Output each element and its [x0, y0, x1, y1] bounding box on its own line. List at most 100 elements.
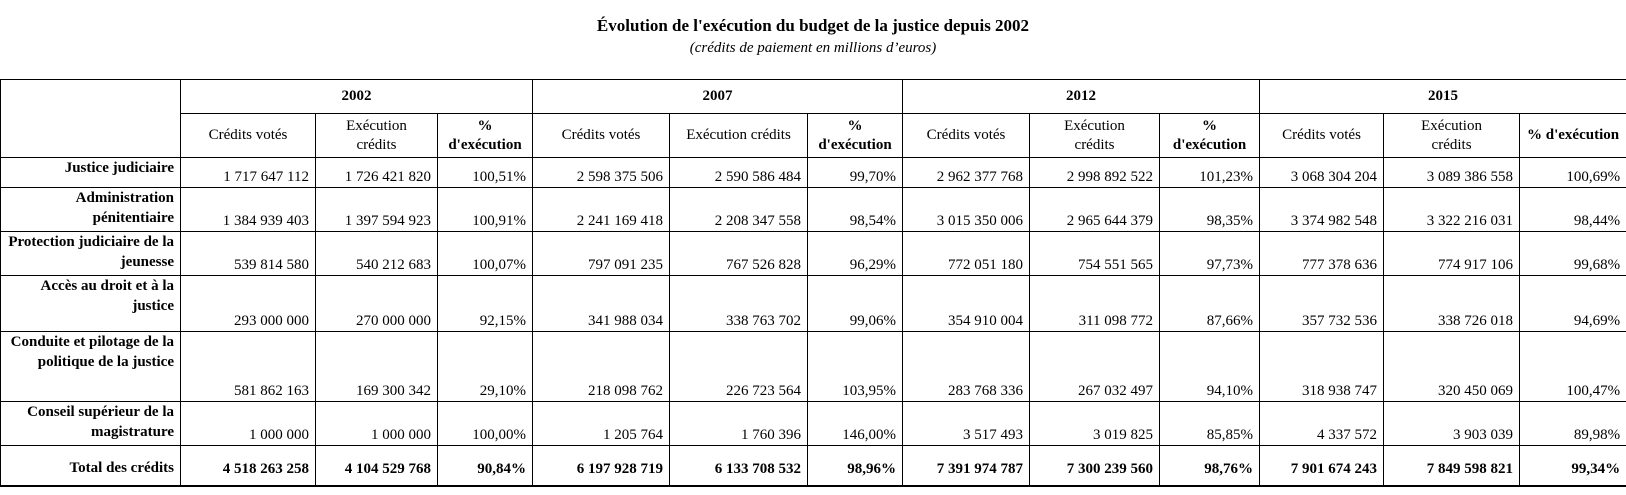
- pct-cell: 101,23%: [1159, 157, 1261, 188]
- data-cell: 267 032 497: [1029, 331, 1161, 402]
- pct-cell: 98,35%: [1159, 187, 1261, 232]
- row-label: Administration pénitentiaire: [0, 187, 181, 232]
- corner-blank-cell: [0, 79, 181, 158]
- data-cell: 4 518 263 258: [180, 445, 316, 487]
- table-row-justice-judiciaire: Justice judiciaire 1 717 647 112 1 726 4…: [0, 157, 1626, 188]
- data-cell: 3 019 825: [1029, 401, 1161, 446]
- data-cell: 357 732 536: [1259, 275, 1385, 332]
- pct-cell: 100,69%: [1519, 157, 1626, 188]
- year-header-2007: 2007: [532, 79, 904, 114]
- data-cell: 3 068 304 204: [1259, 157, 1385, 188]
- data-cell: 1 397 594 923: [315, 187, 438, 232]
- data-cell: 218 098 762: [532, 331, 671, 402]
- column-header-pct-execution: % d'exécution: [807, 113, 904, 158]
- data-cell: 1 726 421 820: [315, 157, 438, 188]
- data-cell: 6 197 928 719: [532, 445, 671, 487]
- data-cell: 7 391 974 787: [902, 445, 1031, 487]
- data-cell: 2 208 347 558: [669, 187, 809, 232]
- data-cell: 338 726 018: [1383, 275, 1521, 332]
- data-cell: 4 104 529 768: [315, 445, 438, 487]
- data-cell: 341 988 034: [532, 275, 671, 332]
- page-title: Évolution de l'exécution du budget de la…: [596, 16, 1030, 35]
- data-cell: 2 962 377 768: [902, 157, 1031, 188]
- column-header-execution-credits: Exécution crédits: [669, 113, 809, 158]
- row-label: Conduite et pilotage de la politique de …: [0, 331, 181, 402]
- data-cell: 7 901 674 243: [1259, 445, 1385, 487]
- data-cell: 283 768 336: [902, 331, 1031, 402]
- pct-cell: 87,66%: [1159, 275, 1261, 332]
- data-cell: 3 903 039: [1383, 401, 1521, 446]
- data-cell: 581 862 163: [180, 331, 316, 402]
- year-header-row: 2002 2007 2012 2015: [0, 79, 1626, 158]
- data-cell: 754 551 565: [1029, 231, 1161, 276]
- data-cell: 354 910 004: [902, 275, 1031, 332]
- data-cell: 293 000 000: [180, 275, 316, 332]
- data-cell: 3 374 982 548: [1259, 187, 1385, 232]
- column-header-credits-votes: Crédits votés: [180, 113, 316, 158]
- page-subtitle: (crédits de paiement en millions d’euros…: [689, 40, 937, 56]
- column-header-pct-execution: % d'exécution: [436, 113, 534, 158]
- pct-cell: 92,15%: [436, 275, 534, 332]
- column-header-execution-credits: Exécution crédits: [315, 113, 438, 158]
- column-header-pct-execution: % d'exécution: [1159, 113, 1261, 158]
- column-header-credits-votes: Crédits votés: [1259, 113, 1385, 158]
- pct-cell: 90,84%: [436, 445, 534, 487]
- column-header-execution-credits-label: Exécution crédits: [1064, 117, 1125, 153]
- table-row-total: Total des crédits 4 518 263 258 4 104 52…: [0, 445, 1626, 487]
- data-cell: 4 337 572: [1259, 401, 1385, 446]
- year-header-2002: 2002: [179, 79, 534, 114]
- row-label: Justice judiciaire: [0, 157, 181, 188]
- table-row-protection-judiciaire: Protection judiciaire de la jeunesse 539…: [0, 231, 1626, 276]
- data-cell: 7 300 239 560: [1029, 445, 1161, 487]
- data-cell: 338 763 702: [669, 275, 809, 332]
- pct-cell: 29,10%: [436, 331, 534, 402]
- pct-cell: 99,06%: [807, 275, 904, 332]
- pct-cell: 97,73%: [1159, 231, 1261, 276]
- data-cell: 1 717 647 112: [180, 157, 316, 188]
- column-header-credits-votes: Crédits votés: [532, 113, 671, 158]
- data-cell: 540 212 683: [315, 231, 438, 276]
- data-cell: 777 378 636: [1259, 231, 1385, 276]
- data-cell: 2 590 586 484: [669, 157, 809, 188]
- table-row-conseil-superieur: Conseil supérieur de la magistrature 1 0…: [0, 401, 1626, 446]
- row-label-total: Total des crédits: [0, 445, 181, 487]
- data-cell: 772 051 180: [902, 231, 1031, 276]
- table-row-acces-au-droit: Accès au droit et à la justice 293 000 0…: [0, 275, 1626, 332]
- pct-cell: 100,47%: [1519, 331, 1626, 402]
- data-cell: 3 322 216 031: [1383, 187, 1521, 232]
- pct-cell: 98,54%: [807, 187, 904, 232]
- data-cell: 270 000 000: [315, 275, 438, 332]
- pct-cell: 98,76%: [1159, 445, 1261, 487]
- data-cell: 1 000 000: [180, 401, 316, 446]
- data-cell: 3 015 350 006: [902, 187, 1031, 232]
- pct-cell: 100,51%: [436, 157, 534, 188]
- data-cell: 169 300 342: [315, 331, 438, 402]
- year-header-2012: 2012: [902, 79, 1261, 114]
- column-header-execution-credits: Exécution crédits: [1029, 113, 1161, 158]
- data-cell: 311 098 772: [1029, 275, 1161, 332]
- data-cell: 226 723 564: [669, 331, 809, 402]
- row-label: Conseil supérieur de la magistrature: [0, 401, 181, 446]
- pct-cell: 100,07%: [436, 231, 534, 276]
- data-cell: 774 917 106: [1383, 231, 1521, 276]
- data-cell: 6 133 708 532: [669, 445, 809, 487]
- data-cell: 7 849 598 821: [1383, 445, 1521, 487]
- column-header-execution-credits: Exécution crédits: [1383, 113, 1521, 158]
- pct-cell: 99,68%: [1519, 231, 1626, 276]
- data-cell: 2 998 892 522: [1029, 157, 1161, 188]
- data-cell: 2 965 644 379: [1029, 187, 1161, 232]
- row-label: Accès au droit et à la justice: [0, 275, 181, 332]
- pct-cell: 100,00%: [436, 401, 534, 446]
- pct-cell: 103,95%: [807, 331, 904, 402]
- data-cell: 318 938 747: [1259, 331, 1385, 402]
- table-row-administration-penitentiaire: Administration pénitentiaire 1 384 939 4…: [0, 187, 1626, 232]
- data-cell: 1 205 764: [532, 401, 671, 446]
- column-header-credits-votes: Crédits votés: [902, 113, 1031, 158]
- data-cell: 2 598 375 506: [532, 157, 671, 188]
- data-cell: 320 450 069: [1383, 331, 1521, 402]
- data-cell: 1 760 396: [669, 401, 809, 446]
- pct-cell: 85,85%: [1159, 401, 1261, 446]
- pct-cell: 89,98%: [1519, 401, 1626, 446]
- column-header-execution-credits-label: Exécution crédits: [1421, 117, 1482, 153]
- table-row-conduite-et-pilotage: Conduite et pilotage de la politique de …: [0, 331, 1626, 402]
